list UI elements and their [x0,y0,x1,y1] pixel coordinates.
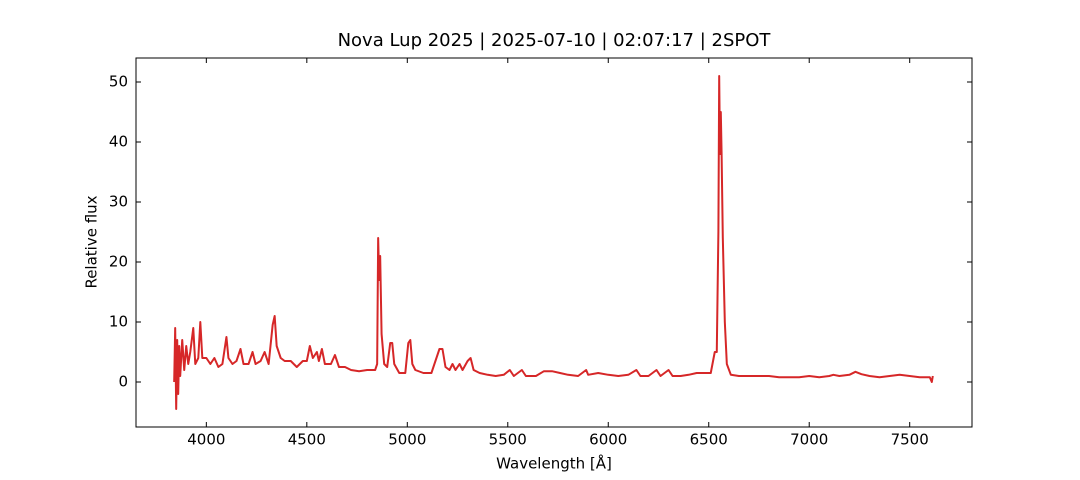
y-tick-label: 20 [109,253,128,271]
chart-title: Nova Lup 2025 | 2025-07-10 | 02:07:17 | … [338,30,772,51]
y-tick-label: 10 [109,313,128,331]
y-tick-label: 50 [109,73,128,91]
x-tick-label: 7500 [891,431,929,449]
y-tick-label: 0 [118,373,128,391]
x-tick-label: 5000 [388,431,426,449]
spectrum-line [173,75,934,410]
y-axis-label: Relative flux [83,195,101,288]
y-tick-label: 40 [109,133,128,151]
x-tick-label: 5500 [489,431,527,449]
x-tick-label: 6500 [690,431,728,449]
y-tick-label: 30 [109,193,128,211]
x-axis-label: Wavelength [Å] [496,454,612,473]
x-tick-label: 4000 [187,431,225,449]
x-tick-label: 4500 [288,431,326,449]
x-tick-label: 7000 [790,431,828,449]
plot-frame [135,57,973,428]
x-tick-label: 6000 [589,431,627,449]
